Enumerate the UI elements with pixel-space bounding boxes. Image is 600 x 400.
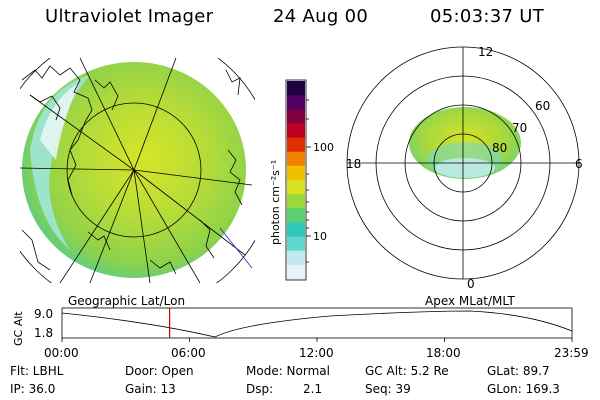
info-flt: Flt: LBHL xyxy=(10,364,64,378)
x-tick-1200: 12:00 xyxy=(299,346,334,360)
lat-label-80: 80 xyxy=(492,141,507,155)
info-glon: GLon: 169.3 xyxy=(487,382,560,396)
geographic-label: Geographic Lat/Lon xyxy=(68,294,185,308)
colorbar-segment xyxy=(287,137,305,153)
colorbar-segment xyxy=(287,123,305,139)
gc-alt-axis-label: GC Alt xyxy=(12,311,25,346)
colorbar-tick-10: 10 xyxy=(313,230,327,243)
y-tick-1-8: 1.8 xyxy=(34,326,53,340)
info-gain: Gain: 13 xyxy=(125,382,176,396)
apex-label: Apex MLat/MLT xyxy=(425,294,515,308)
colorbar-segment xyxy=(287,165,305,181)
instrument-title: Ultraviolet Imager xyxy=(45,6,214,27)
colorbar-segment xyxy=(287,208,305,223)
colorbar-tick-100: 100 xyxy=(313,141,334,154)
colorbar-segment xyxy=(287,250,305,266)
x-tick-0600: 06:00 xyxy=(171,346,206,360)
colorbar-segment xyxy=(287,81,305,96)
geographic-map-panel xyxy=(20,58,255,283)
colorbar-segment xyxy=(287,236,305,252)
x-tick-0000: 00:00 xyxy=(44,346,79,360)
info-dsp-value: 2.1 xyxy=(303,382,323,396)
coastlines xyxy=(21,65,243,275)
info-glat: GLat: 89.7 xyxy=(487,364,550,378)
gc-alt-curve xyxy=(61,310,573,338)
x-tick-1800: 18:00 xyxy=(426,346,461,360)
dayside-fringe xyxy=(30,75,90,250)
colorbar-ticks xyxy=(306,99,311,263)
colorbar-segment xyxy=(287,95,305,110)
lat-label-70: 70 xyxy=(512,121,527,135)
mlt-label-18: 18 xyxy=(346,157,361,171)
lat-label-60: 60 xyxy=(535,99,550,113)
colorbar-segment xyxy=(287,180,305,195)
colorbar-segment xyxy=(287,151,305,167)
apex-polar-panel: 12 18 6 0 60 70 80 xyxy=(346,45,583,291)
gc-alt-plot: GC Alt 9.0 1.8 00:00 06:00 12:00 18:00 2… xyxy=(12,307,589,360)
info-mode: Mode: Normal xyxy=(246,364,330,378)
info-door: Door: Open xyxy=(125,364,194,378)
info-seq: Seq: 39 xyxy=(365,382,411,396)
time-label: 05:03:37 UT xyxy=(430,6,545,27)
colorbar-segment xyxy=(287,194,305,209)
info-ip: IP: 36.0 xyxy=(10,382,56,396)
mlt-label-6: 6 xyxy=(575,157,583,171)
mlt-label-12: 12 xyxy=(478,45,493,59)
colorbar-segment xyxy=(287,264,305,280)
mlt-label-0: 0 xyxy=(467,277,475,291)
x-tick-2359: 23:59 xyxy=(554,346,589,360)
colorbar-unit-label: photon cm⁻²s⁻¹ xyxy=(269,160,282,245)
y-tick-9: 9.0 xyxy=(34,307,53,321)
info-dsp-label: Dsp: xyxy=(246,382,274,396)
info-gcalt: GC Alt: 5.2 Re xyxy=(365,364,449,378)
colorbar-segment xyxy=(287,222,305,238)
date-label: 24 Aug 00 xyxy=(273,6,369,27)
colorbar xyxy=(285,79,307,281)
colorbar-segment xyxy=(287,109,305,124)
